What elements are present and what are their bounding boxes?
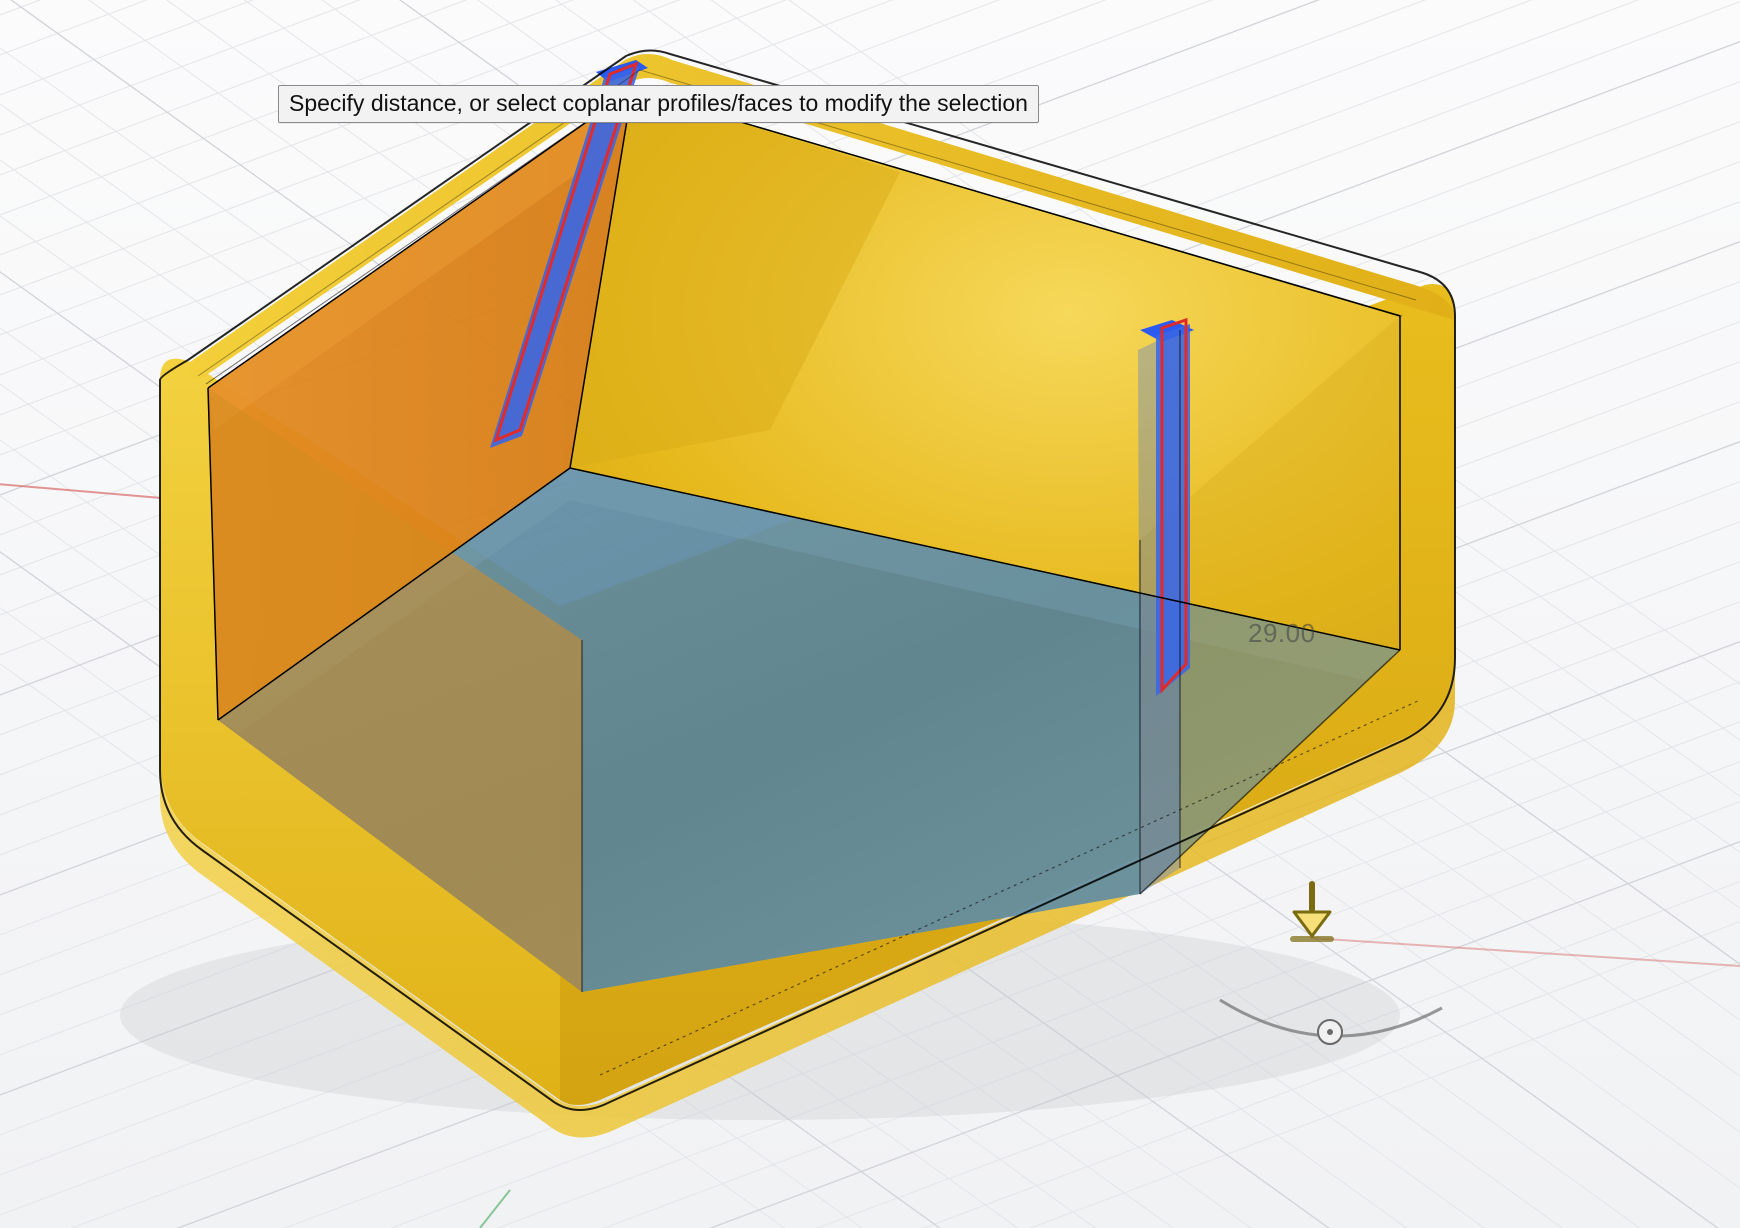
canvas-3d[interactable]: [0, 0, 1740, 1228]
dimension-readout: 29.00: [1248, 618, 1316, 649]
origin-marker-icon[interactable]: [1318, 1020, 1342, 1044]
viewport[interactable]: Specify distance, or select coplanar pro…: [0, 0, 1740, 1228]
status-tooltip: Specify distance, or select coplanar pro…: [278, 85, 1039, 123]
